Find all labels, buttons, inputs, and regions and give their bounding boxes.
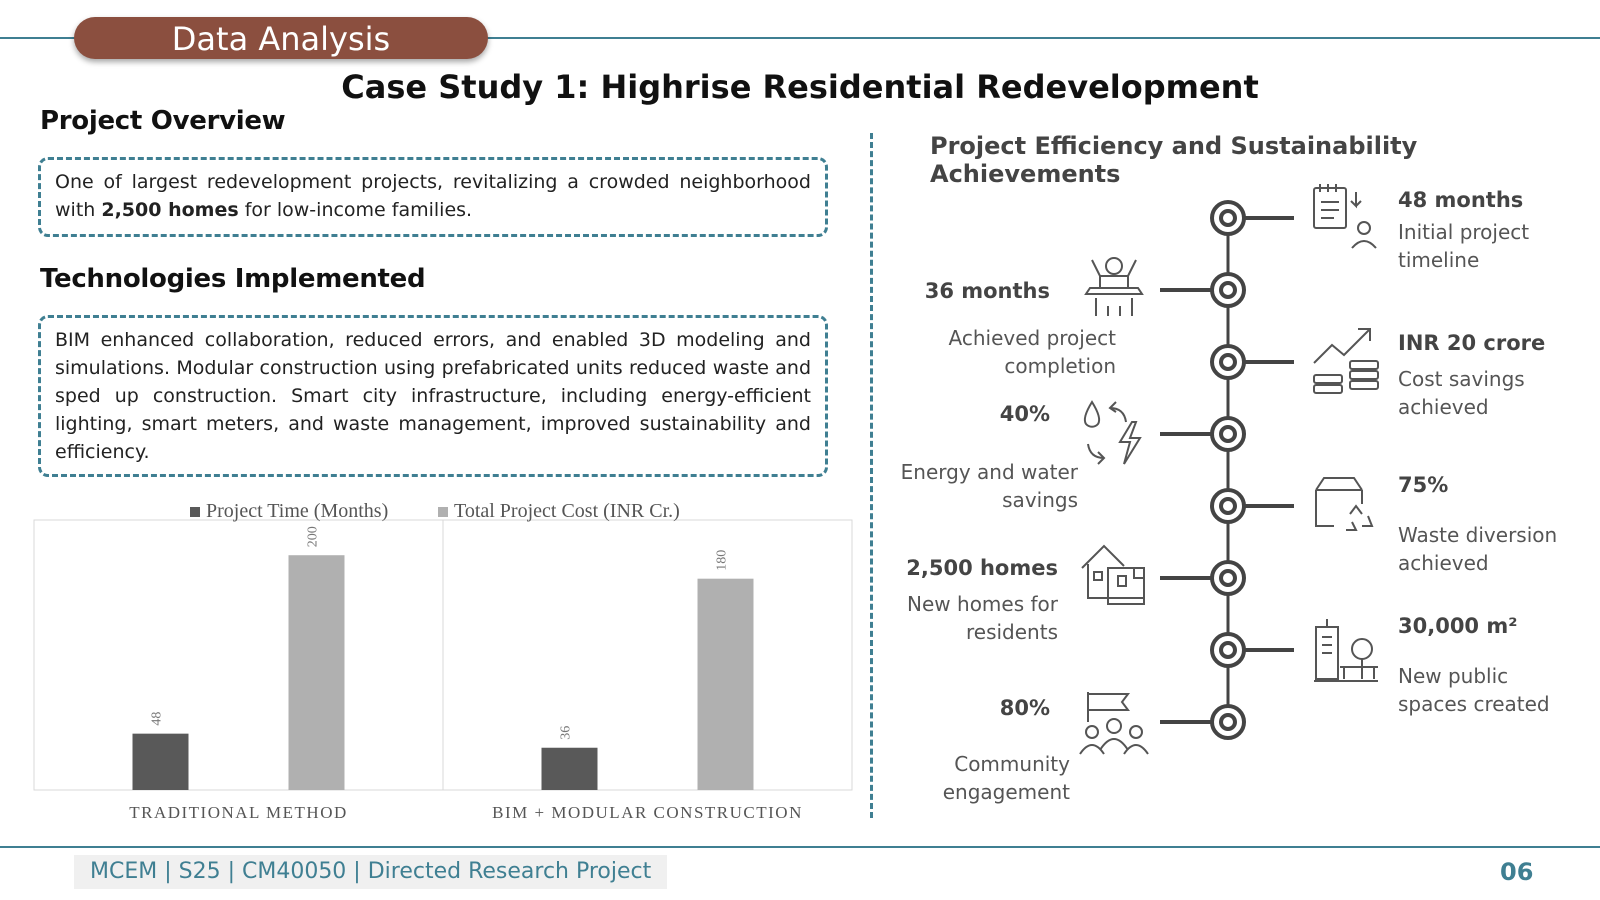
achievement-completion: 36 months xyxy=(900,279,1050,303)
achievement-label: New homes for residents xyxy=(907,592,1058,644)
node-2 xyxy=(1160,272,1246,308)
recycle-box-icon xyxy=(1315,477,1374,531)
achievement-community: 80% xyxy=(900,696,1050,720)
technologies-heading: Technologies Implemented xyxy=(40,264,426,294)
section-pill: Data Analysis xyxy=(74,17,488,59)
community-flag-icon xyxy=(1079,692,1149,755)
achievement-cost-savings: INR 20 crore Cost savings achieved xyxy=(1398,331,1548,421)
node-3 xyxy=(1210,344,1294,380)
node-5 xyxy=(1210,488,1294,524)
overview-text-1: One of largest redevelopment projects, r… xyxy=(55,171,811,221)
achievement-label: Cost savings achieved xyxy=(1398,367,1525,419)
achievement-value: 75% xyxy=(1398,473,1449,497)
achievement-value: INR 20 crore xyxy=(1398,331,1546,355)
achievement-value: 36 months xyxy=(924,279,1050,303)
footer-course: MCEM | S25 | CM40050 | Directed Research… xyxy=(74,855,668,889)
node-1 xyxy=(1210,200,1294,236)
achievement-completion-label: Achieved project completion xyxy=(900,324,1116,380)
achievement-timeline xyxy=(1160,200,1294,740)
achievement-label: Waste diversion achieved xyxy=(1398,523,1558,575)
page-title: Case Study 1: Highrise Residential Redev… xyxy=(341,68,1259,106)
vertical-divider xyxy=(870,133,873,818)
achievement-label: Achieved project completion xyxy=(948,326,1116,378)
node-6 xyxy=(1160,560,1246,596)
bar xyxy=(541,747,598,790)
bar xyxy=(288,555,345,790)
achievement-label: Community engagement xyxy=(942,752,1070,804)
node-4 xyxy=(1160,416,1246,452)
category-label: TRADITIONAL METHOD xyxy=(129,803,348,822)
overview-text-2: for low-income families. xyxy=(238,199,473,221)
top-rule xyxy=(0,37,1600,39)
achievement-community-label: Community engagement xyxy=(900,750,1070,806)
data-label: 36 xyxy=(559,726,574,740)
legend-swatch xyxy=(438,507,448,517)
legend-swatch xyxy=(190,507,200,517)
cost-savings-icon xyxy=(1313,328,1379,394)
achievement-initial-timeline: 48 months Initial project timeline xyxy=(1398,188,1548,274)
overview-text-bold: 2,500 homes xyxy=(101,199,239,221)
node-7 xyxy=(1210,632,1294,668)
legend-label: Total Project Cost (INR Cr.) xyxy=(454,500,680,522)
overview-heading: Project Overview xyxy=(40,106,286,136)
achievement-public-space: 30,000 m² New public spaces created xyxy=(1398,614,1558,718)
completion-person-icon xyxy=(1084,257,1144,316)
house-icon xyxy=(1081,544,1145,605)
achievement-label: New public spaces created xyxy=(1398,664,1550,716)
bar-chart: 48 200 TRADITIONAL METHOD 36 180 BIM + MODULA… xyxy=(33,500,853,822)
bar xyxy=(132,733,189,790)
overview-box: One of largest redevelopment projects, r… xyxy=(38,157,828,237)
legend-label: Project Time (Months) xyxy=(206,500,388,522)
achievements-title: Project Efficiency and Sustainability Ac… xyxy=(930,132,1418,188)
achievement-value: 80% xyxy=(999,696,1050,720)
bottom-rule xyxy=(0,846,1600,848)
timeline-clipboard-icon xyxy=(1313,184,1377,249)
achievement-value: 30,000 m² xyxy=(1398,614,1518,638)
energy-water-icon xyxy=(1083,400,1142,465)
achievement-value: 40% xyxy=(999,402,1050,426)
data-label: 200 xyxy=(306,526,321,547)
technologies-box: BIM enhanced collaboration, reduced erro… xyxy=(38,315,828,477)
achievement-waste: 75% Waste diversion achieved xyxy=(1398,473,1568,577)
achievement-homes: 2,500 homes New homes for residents xyxy=(900,556,1058,646)
category-label: BIM + MODULAR CONSTRUCTION xyxy=(492,803,803,822)
achievement-value: 2,500 homes xyxy=(906,556,1058,580)
technologies-text: BIM enhanced collaboration, reduced erro… xyxy=(55,329,811,463)
achievement-energy-label: Energy and water savings xyxy=(900,458,1078,514)
page-number: 06 xyxy=(1500,858,1534,886)
achievement-label: Energy and water savings xyxy=(900,460,1078,512)
achievement-energy: 40% xyxy=(900,402,1050,426)
achievement-label: Initial project timeline xyxy=(1398,220,1530,272)
achievement-value: 48 months xyxy=(1398,188,1524,212)
public-space-icon xyxy=(1314,619,1378,682)
data-label: 180 xyxy=(715,550,730,571)
node-8 xyxy=(1160,704,1246,740)
data-label: 48 xyxy=(150,712,165,726)
bar xyxy=(697,578,754,790)
